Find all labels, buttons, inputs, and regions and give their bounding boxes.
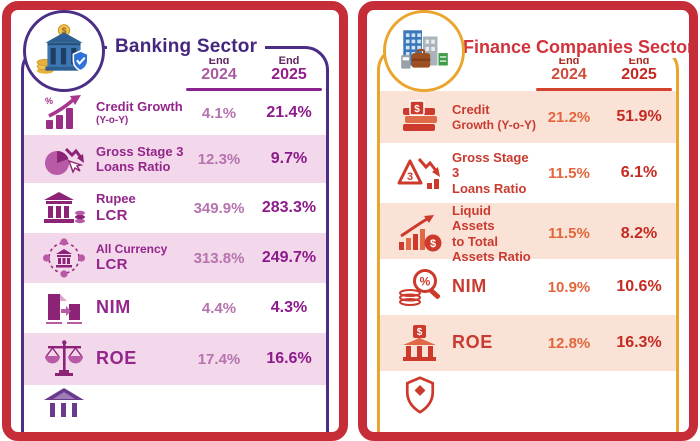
bank-roof-icon: [42, 387, 86, 427]
banking-sector-panel: End 2024 End 2025 % Credi: [21, 46, 329, 432]
finance-companies-panel: End 2024 End 2025 $ Credit G: [377, 46, 679, 432]
metric-label: NIM: [452, 276, 487, 297]
metric-label: Rupee LCR: [96, 191, 136, 224]
col-end-2025: End 2025: [621, 54, 657, 84]
value-end-2025: 283.3%: [261, 199, 317, 216]
value-end-2024: 313.8%: [193, 249, 245, 267]
column-headers: End 2024 End 2025: [24, 49, 326, 91]
metric-label: Credit Growth (Y-o-Y): [452, 102, 536, 132]
buildings-briefcase-icon: [383, 10, 465, 92]
row-roe: $ ROE 12.8% 16.3%: [380, 315, 676, 371]
row-nim: NIM 4.4% 4.3%: [24, 283, 326, 333]
row-all-currency-lcr: All Currency LCR 313.8% 249.7%: [24, 233, 326, 283]
row-gross-stage3: 3 Gross Stage 3 Loans Ratio 11.5% 6.1%: [380, 143, 676, 203]
metric-label: All Currency LCR: [96, 242, 168, 274]
bank-building-shield-icon: $: [23, 10, 105, 92]
svg-text:%: %: [45, 96, 53, 106]
value-end-2025: 16.6%: [266, 350, 312, 367]
value-end-2024: 21.2%: [547, 108, 591, 126]
row-roe: ROE 17.4% 16.6%: [24, 333, 326, 385]
value-end-2025: 10.6%: [616, 278, 662, 295]
svg-text:$: $: [62, 26, 67, 35]
money-stack-icon: $: [398, 98, 442, 136]
bank-dollar-icon: $: [397, 323, 443, 363]
row-credit-growth: $ Credit Growth (Y-o-Y) 21.2% 51.9%: [380, 91, 676, 143]
value-end-2024: 17.4%: [197, 350, 241, 368]
value-end-2025: 8.2%: [620, 224, 658, 242]
metric-label: ROE: [96, 348, 137, 369]
finance-companies-card: Finance Companies Sector End 2024 End 20…: [358, 1, 698, 441]
metric-label: Gross Stage 3 Loans Ratio: [452, 150, 529, 196]
npl-warning-decline-icon: 3: [397, 153, 443, 193]
value-end-2024: 12.3%: [197, 150, 241, 168]
liquidity-chart-dollar-icon: $: [397, 214, 443, 254]
metric-label: Credit Growth (Y-o-Y): [96, 99, 183, 126]
row-partial: [24, 385, 326, 429]
value-end-2024: 349.9%: [193, 199, 245, 217]
value-end-2024: 12.8%: [547, 334, 591, 352]
col-end-2024: End 2024: [551, 54, 587, 84]
bank-currency-network-icon: [42, 238, 86, 278]
banking-sector-title: Banking Sector: [107, 36, 266, 58]
magnifier-percent-coins-icon: %: [397, 267, 443, 307]
header-underline: [536, 88, 672, 91]
interest-margin-bars-icon: [42, 289, 86, 327]
pie-chart-decline-icon: [43, 140, 85, 178]
metric-label: NIM: [96, 297, 131, 318]
balance-scale-icon: [42, 339, 86, 379]
metric-label: Gross Stage 3 Loans Ratio: [96, 143, 184, 174]
credit-growth-chart-icon: %: [43, 94, 85, 132]
metric-label: Liquid Assets to Total Assets Ratio: [452, 203, 531, 264]
value-end-2025: 249.7%: [261, 249, 317, 266]
finance-companies-title: Finance Companies Sector: [455, 36, 689, 58]
value-end-2024: 11.5%: [548, 225, 590, 243]
value-end-2024: 10.9%: [547, 278, 591, 296]
col-end-2024: End 2024: [201, 54, 237, 84]
svg-text:$: $: [414, 104, 420, 115]
value-end-2025: 9.7%: [270, 150, 308, 167]
banking-sector-card: $ Banking Sector End 2024 End 2025: [2, 1, 348, 441]
value-end-2025: 16.3%: [616, 334, 662, 351]
value-end-2024: 11.5%: [548, 164, 590, 182]
header-underline: [186, 88, 322, 91]
row-partial: [380, 371, 676, 419]
shield-icon: [400, 373, 440, 417]
value-end-2025: 21.4%: [266, 104, 312, 121]
row-rupee-lcr: Rupee LCR 349.9% 283.3%: [24, 183, 326, 233]
row-gross-stage3: Gross Stage 3 Loans Ratio 12.3% 9.7%: [24, 135, 326, 183]
svg-text:$: $: [417, 327, 423, 338]
svg-text:$: $: [430, 238, 436, 250]
svg-text:%: %: [420, 275, 431, 289]
value-end-2025: 4.3%: [270, 299, 308, 316]
svg-text:3: 3: [407, 171, 413, 183]
value-end-2025: 51.9%: [616, 108, 662, 125]
row-liquid-assets: $ Liquid Assets to Total Assets Ratio 11…: [380, 203, 676, 264]
value-end-2024: 4.1%: [201, 104, 237, 122]
row-nim: % NIM 10.9% 10.6%: [380, 259, 676, 315]
metric-label: ROE: [452, 332, 493, 353]
row-credit-growth: % Credit Growth (Y-o-Y) 4.1% 21.4%: [24, 91, 326, 135]
bank-coins-icon: [42, 189, 86, 227]
value-end-2024: 4.4%: [201, 299, 237, 317]
column-headers: End 2024 End 2025: [380, 49, 676, 91]
value-end-2025: 6.1%: [620, 164, 658, 181]
col-end-2025: End 2025: [271, 54, 307, 84]
